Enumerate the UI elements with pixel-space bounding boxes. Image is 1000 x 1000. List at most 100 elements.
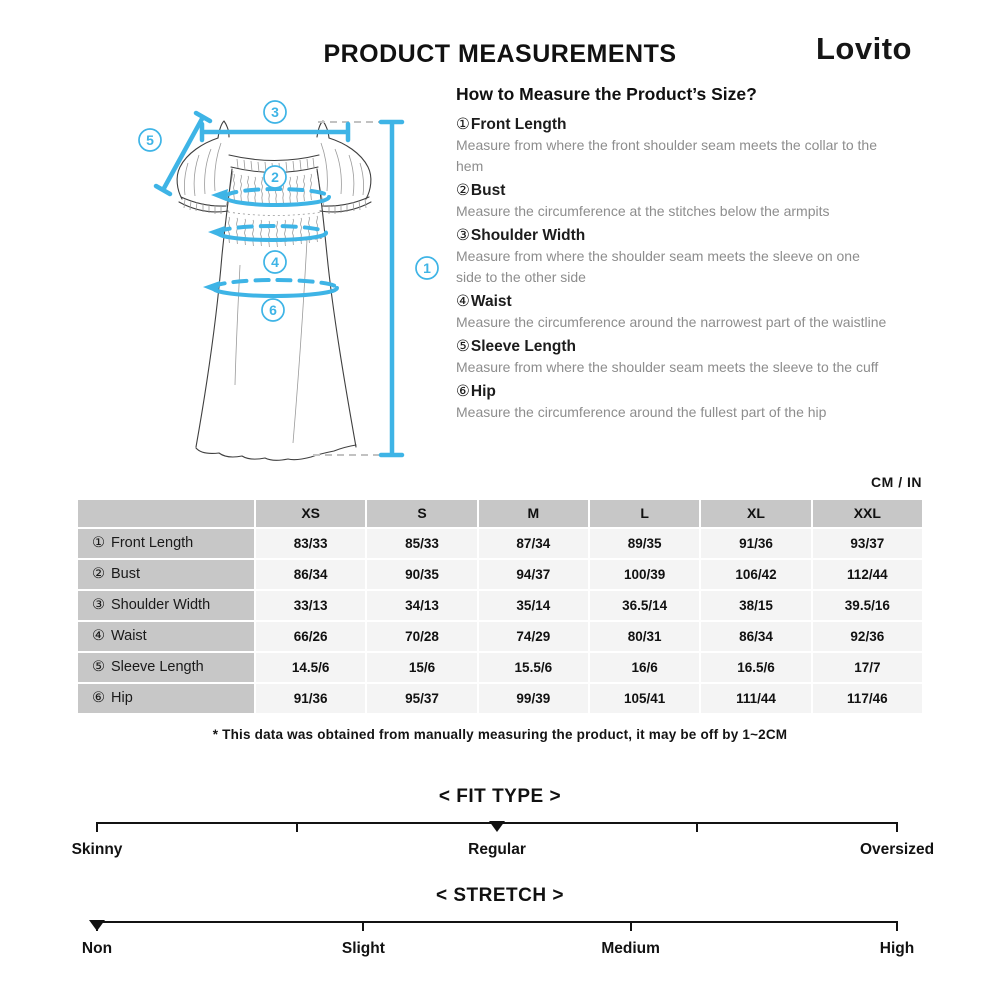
badge-num-4: 4 [271, 254, 279, 270]
scale-label-skinny: Skinny [71, 841, 123, 858]
cell-value: 34/13 [367, 591, 477, 620]
how-to-item-front-length: ①Front Length Measure from where the fro… [456, 115, 888, 177]
cell-value: 91/36 [701, 529, 811, 558]
cell-value: 15.5/6 [478, 653, 588, 682]
row-label-sleeve-length: ⑤ Sleeve Length [78, 653, 254, 682]
sleeve-length-line [153, 110, 213, 197]
scale-tick [896, 822, 898, 832]
col-header-l: L [590, 500, 700, 527]
col-header-xs: XS [256, 500, 366, 527]
shoulder-width-line [199, 121, 351, 143]
circled-number: ⑥ [92, 690, 105, 706]
dress-right-sleeve [328, 137, 372, 200]
cell-value: 93/37 [812, 529, 922, 558]
cell-value: 80/31 [590, 622, 700, 651]
scale-tick [629, 921, 632, 931]
how-to-item-label: Hip [470, 383, 496, 400]
row-label-text: Sleeve Length [111, 659, 204, 675]
cell-value: 33/13 [256, 591, 366, 620]
circled-number: ② [456, 182, 470, 199]
cell-value: 70/28 [367, 622, 477, 651]
cell-value: 39.5/16 [812, 591, 922, 620]
how-to-item-title: ⑤Sleeve Length [456, 337, 888, 356]
badge-circle-6 [261, 298, 285, 322]
scale-label-non: Non [81, 940, 113, 957]
fit-type-title: < FIT TYPE > [438, 786, 562, 807]
scale-tick [296, 822, 298, 832]
circled-number: ① [456, 116, 470, 133]
how-to-item-desc: Measure from where the shoulder seam mee… [456, 248, 860, 285]
front-length-line [378, 119, 405, 458]
sleeve-gathers [184, 142, 364, 197]
row-label-text: Hip [111, 690, 133, 706]
bust-arrow [211, 189, 228, 201]
row-label-text: Waist [111, 628, 147, 644]
scale-label-slight: Slight [341, 940, 385, 957]
cell-value: 111/44 [701, 684, 811, 713]
how-to-item-title: ④Waist [456, 292, 888, 311]
measure-waist: 4 [208, 224, 328, 274]
circled-number: ⑤ [456, 338, 470, 355]
scale-pointer-icon [489, 821, 505, 832]
brand-logo: Lovito [816, 31, 912, 66]
cell-value: 90/35 [367, 560, 477, 589]
col-header-xxl: XXL [812, 500, 922, 527]
measure-hip: 6 [203, 278, 339, 322]
how-to-item-desc: Measure from where the shoulder seam mee… [456, 359, 879, 375]
row-label-text: Shoulder Width [111, 597, 211, 613]
cell-value: 38/15 [701, 591, 811, 620]
dress-left-shoulder [217, 120, 230, 139]
cell-value: 83/33 [256, 529, 366, 558]
cell-value: 87/34 [478, 529, 588, 558]
measure-front-length: 1 [313, 119, 439, 458]
hip-arrow [203, 281, 220, 293]
circled-number: ⑥ [456, 383, 470, 400]
cell-value: 100/39 [590, 560, 700, 589]
how-to-item-desc: Measure the circumference around the ful… [456, 404, 827, 420]
how-to-item-desc: Measure the circumference around the nar… [456, 314, 887, 330]
scale-label-regular: Regular [468, 841, 526, 858]
dress-right-shoulder [316, 120, 330, 139]
cell-value: 15/6 [367, 653, 477, 682]
fit-type-labels: Skinny Regular Oversized [72, 841, 934, 863]
circled-number: ④ [456, 293, 470, 310]
circled-number: ④ [92, 628, 105, 644]
dress-left-sleeve [176, 137, 219, 200]
how-to-item-title: ③Shoulder Width [456, 226, 888, 245]
row-label-text: Bust [111, 566, 141, 582]
fit-type-track [96, 821, 898, 832]
size-table: XS S M L XL XXL ① Front Length 83/33 85/3… [78, 500, 922, 713]
stretch-labels: Non Slight Medium High [82, 940, 914, 962]
page-title: PRODUCT MEASUREMENTS [323, 40, 677, 68]
col-header-m: M [478, 500, 588, 527]
cell-value: 95/37 [367, 684, 477, 713]
how-to-item-label: Bust [470, 182, 506, 199]
table-corner-cell [78, 500, 254, 527]
skirt-right-edge [326, 254, 357, 448]
dress-sketch [176, 120, 372, 461]
bodice-left-edge [221, 168, 233, 256]
hip-ellipse-dashed [211, 278, 339, 290]
badge-circle-2 [263, 165, 287, 189]
badge-num-3: 3 [271, 104, 279, 120]
cuff-ruffle-ticks [183, 198, 367, 214]
row-label-front-length: ① Front Length [78, 529, 254, 558]
bust-ellipse-solid [223, 195, 331, 207]
circled-number: ⑤ [92, 659, 105, 675]
how-to-heading: How to Measure the Product’s Size? [456, 84, 757, 104]
how-to-item-label: Shoulder Width [470, 227, 586, 244]
waist-ellipse-dashed [216, 224, 328, 235]
how-to-item-desc: Measure from where the front shoulder se… [456, 137, 877, 174]
stretch-track [89, 920, 898, 931]
scale-tick [362, 921, 365, 931]
how-to-item-label: Waist [470, 293, 512, 310]
cell-value: 35/14 [478, 591, 588, 620]
scale-tick [896, 921, 898, 931]
how-to-item-sleeve-length: ⑤Sleeve Length Measure from where the sh… [456, 337, 888, 378]
dress-right-cuff [319, 196, 372, 213]
how-to-item-label: Front Length [470, 116, 567, 133]
measure-bust: 2 [211, 165, 331, 207]
col-header-xl: XL [701, 500, 811, 527]
cell-value: 112/44 [812, 560, 922, 589]
